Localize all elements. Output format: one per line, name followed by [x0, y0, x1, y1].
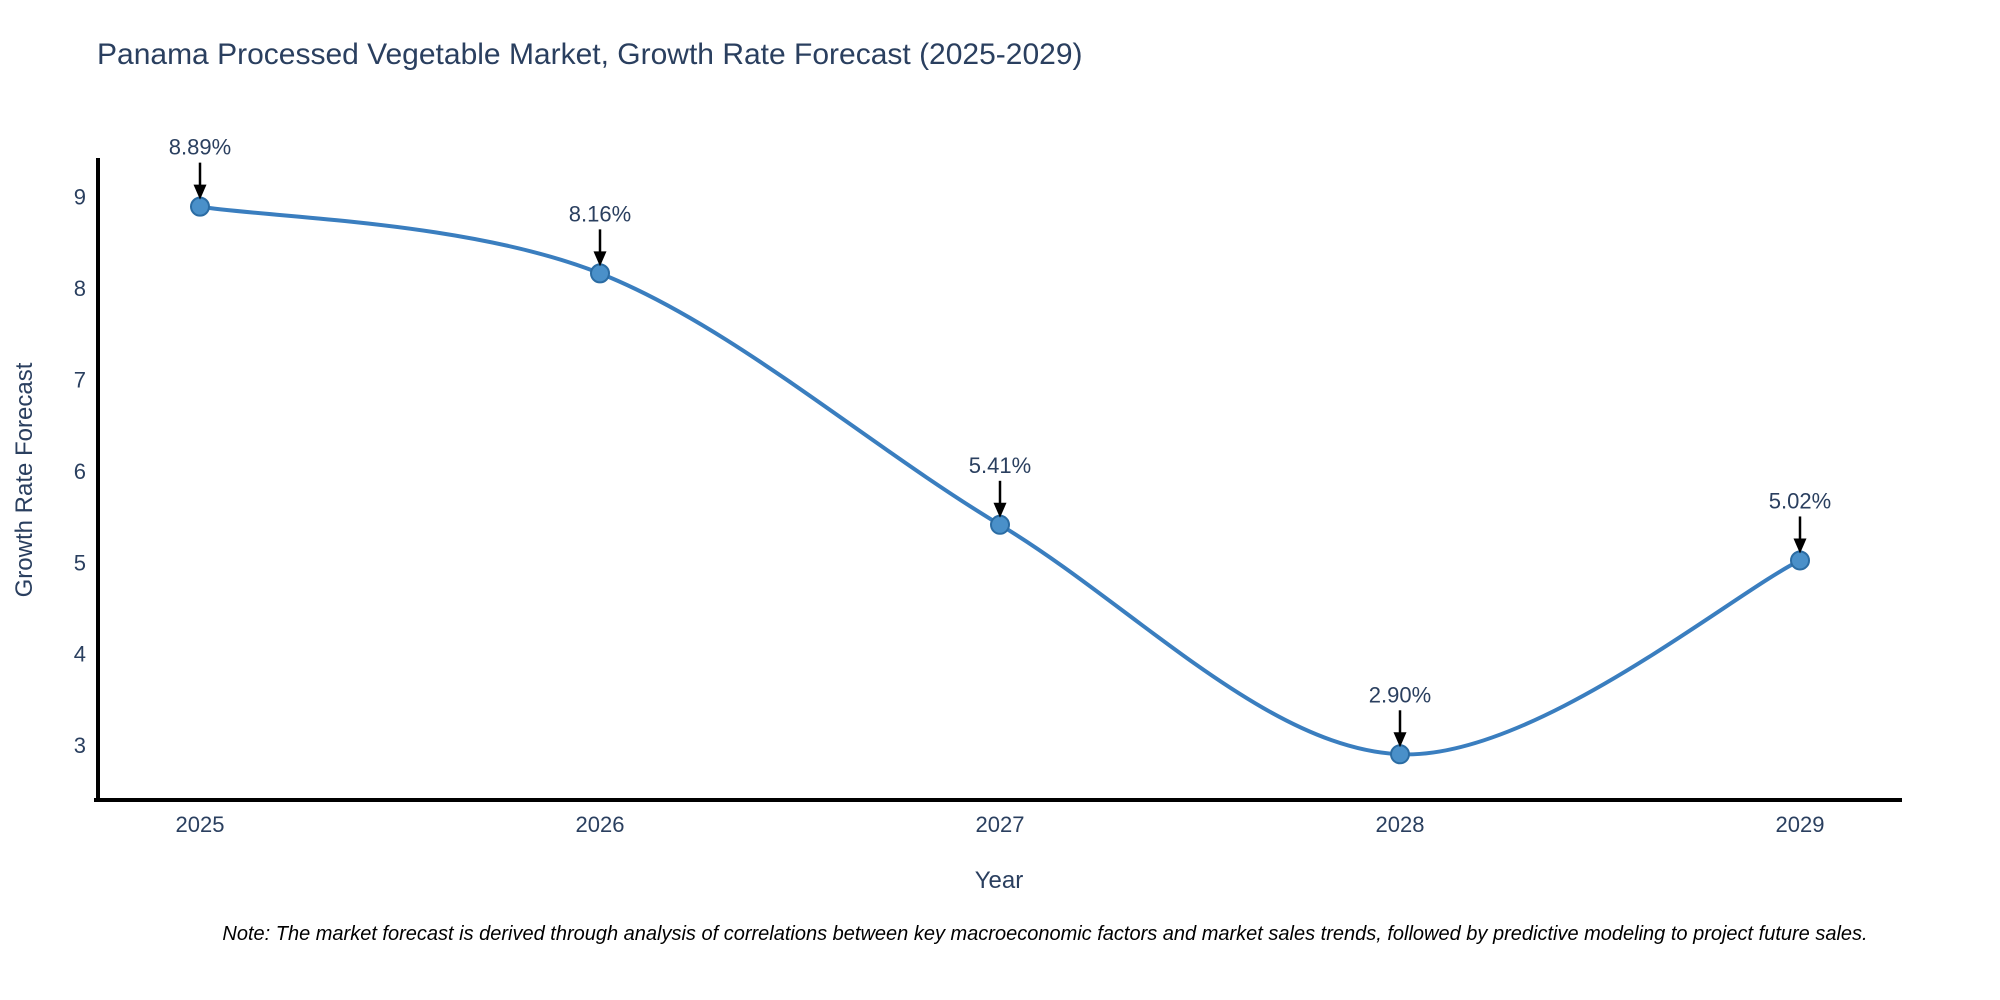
- x-axis-title: Year: [975, 867, 1024, 894]
- point-annotation: 5.41%: [969, 453, 1031, 518]
- annotation-arrowhead-icon: [593, 251, 607, 267]
- y-tick-label: 4: [74, 642, 86, 667]
- y-axis: 3 4 5 6 7 8 9 Growth Rate Forecast: [11, 158, 100, 802]
- series-line: [198, 204, 1802, 757]
- annotation-arrowhead-icon: [1793, 538, 1807, 554]
- point-annotation: 8.89%: [169, 135, 231, 200]
- annotation-arrowhead-icon: [193, 184, 207, 200]
- point-annotation-label: 5.41%: [969, 453, 1031, 478]
- x-axis: 2025 2026 2027 2028 2029 Year: [94, 798, 1902, 894]
- point-annotation: 2.90%: [1369, 682, 1431, 748]
- y-tick-label: 7: [74, 367, 86, 392]
- x-tick-label: 2025: [176, 812, 225, 837]
- series-markers: [190, 196, 1810, 765]
- note-text: Note: The market forecast is derived thr…: [222, 923, 1867, 945]
- data-point-marker[interactable]: [190, 196, 210, 217]
- point-annotation: 5.02%: [1769, 488, 1831, 554]
- y-tick-label: 5: [74, 550, 86, 575]
- y-axis-ticks: 3 4 5 6 7 8 9: [74, 185, 86, 759]
- y-tick-label: 9: [74, 185, 86, 210]
- annotation-arrowhead-icon: [993, 502, 1007, 518]
- point-annotation-label: 8.89%: [169, 135, 231, 160]
- x-tick-label: 2028: [1376, 812, 1425, 837]
- chart-title: Panama Processed Vegetable Market, Growt…: [97, 38, 1083, 71]
- annotation-arrowhead-icon: [1393, 732, 1407, 748]
- data-point-marker[interactable]: [590, 263, 610, 284]
- x-tick-label: 2027: [976, 812, 1025, 837]
- y-tick-label: 8: [74, 276, 86, 301]
- y-tick-label: 3: [74, 733, 86, 758]
- x-axis-ticks: 2025 2026 2027 2028 2029: [176, 812, 1825, 837]
- point-annotations: 8.89% 8.16% 5.41% 2.90% 5.02%: [169, 135, 1831, 748]
- x-tick-label: 2026: [576, 812, 625, 837]
- point-annotation-label: 8.16%: [569, 201, 631, 226]
- data-point-marker[interactable]: [990, 514, 1010, 535]
- point-annotation-label: 2.90%: [1369, 682, 1431, 707]
- point-annotation-label: 5.02%: [1769, 488, 1831, 513]
- data-point-marker[interactable]: [1790, 550, 1810, 571]
- y-tick-label: 6: [74, 459, 86, 484]
- x-tick-label: 2029: [1776, 812, 1825, 837]
- y-axis-title: Growth Rate Forecast: [11, 362, 38, 597]
- point-annotation: 8.16%: [569, 201, 631, 267]
- data-point-marker[interactable]: [1390, 744, 1410, 765]
